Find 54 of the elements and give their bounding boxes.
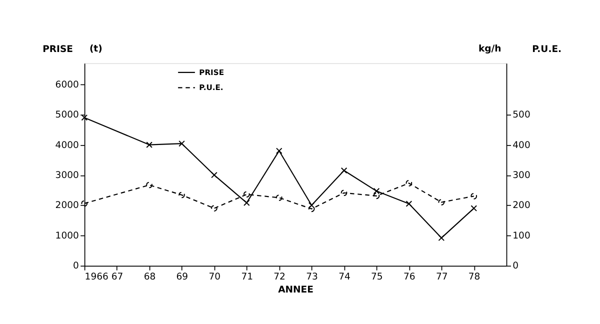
point [470, 205, 478, 212]
x-tick-label: 73 [306, 272, 318, 283]
point [178, 192, 185, 198]
point [438, 199, 445, 206]
y-tick-label: 0 [72, 260, 79, 272]
point [438, 234, 445, 242]
x-tick-label: 71 [241, 272, 254, 283]
x-tick-label: 74 [338, 272, 350, 283]
point [276, 194, 282, 201]
point [276, 148, 282, 154]
text: (t) [89, 43, 102, 54]
x-tick-label: 70 [208, 272, 221, 283]
point [211, 172, 218, 178]
point [340, 190, 348, 196]
legend-label: P.U.E. [199, 83, 224, 92]
x-tick-label: 77 [436, 272, 448, 283]
point [146, 182, 152, 188]
y2-tick-label: 300 [512, 170, 530, 181]
x-tick-label: 1966 [84, 272, 108, 283]
point [406, 180, 412, 186]
x-tick-label: 78 [468, 272, 480, 283]
y-tick-label: 4000 [55, 140, 79, 151]
text: kg/h [478, 43, 502, 54]
y2-tick-label: 100 [512, 230, 530, 242]
point [308, 206, 315, 212]
point [340, 167, 348, 174]
y-tick-label: 6000 [55, 79, 79, 90]
point [373, 188, 380, 194]
point [243, 191, 250, 198]
y-tick-label: 2000 [55, 200, 79, 212]
x-tick-label: 68 [144, 272, 156, 283]
y-tick-label: 5000 [55, 110, 79, 121]
point [178, 140, 185, 147]
y2-tick-label: 500 [512, 110, 530, 121]
x-axis-title: ANNEE [278, 284, 314, 296]
point [406, 200, 412, 207]
y2-tick-label: 400 [512, 140, 530, 151]
y-tick-label: 3000 [55, 170, 79, 181]
x-tick-label: 72 [274, 272, 286, 283]
point [146, 142, 152, 148]
point [211, 205, 218, 212]
x-tick-label: 69 [176, 272, 188, 283]
legend-label: PRISE [199, 68, 224, 77]
y-axis-title: PRISE [42, 44, 74, 55]
y2-tick-label: 0 [512, 260, 519, 272]
x-tick-label: 67 [111, 272, 124, 283]
y2-tick-label: 200 [512, 200, 530, 212]
point [243, 200, 250, 206]
x-tick-label: 75 [371, 272, 383, 283]
y-tick-label: 1000 [55, 230, 79, 242]
y2-axis-title: P.U.E. [532, 44, 562, 55]
x-tick-label: 76 [403, 272, 416, 283]
point [373, 192, 380, 200]
point [308, 202, 315, 208]
